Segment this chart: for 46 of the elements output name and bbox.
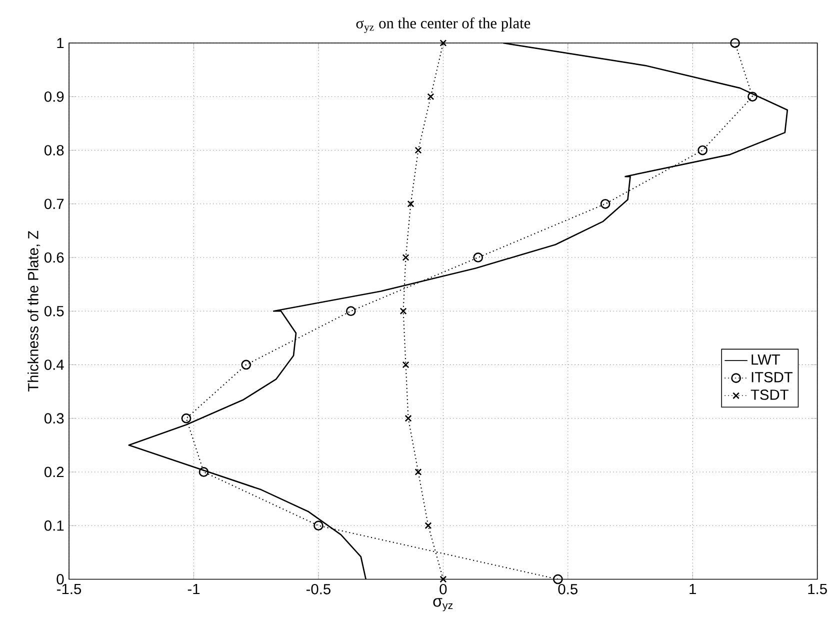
x-tick-label: -1 bbox=[188, 584, 200, 594]
y-tick-label: 0.9 bbox=[44, 91, 64, 102]
point bbox=[730, 38, 740, 48]
point bbox=[414, 468, 422, 476]
point bbox=[404, 414, 412, 422]
y-axis-title: Thickness of the Plate, Z bbox=[28, 230, 40, 392]
x-tick-label: 0 bbox=[440, 584, 447, 594]
y-tick-label: 0.8 bbox=[44, 144, 64, 156]
point bbox=[440, 576, 447, 583]
x-tick-label: 1 bbox=[690, 584, 696, 594]
x-tick-label: -0.5 bbox=[306, 584, 330, 594]
point bbox=[181, 413, 192, 424]
legend-label: TSDT bbox=[750, 389, 788, 400]
point bbox=[346, 306, 356, 316]
chart-title: σ$_{yz}$ on the center of the plate bbox=[356, 17, 530, 33]
point bbox=[427, 93, 434, 100]
y-tick-label: 0.5 bbox=[44, 306, 64, 316]
x-axis-title: σ$_{yz}$ bbox=[433, 598, 453, 612]
point bbox=[424, 522, 432, 529]
point bbox=[241, 360, 252, 370]
point bbox=[440, 39, 447, 46]
point bbox=[402, 254, 410, 261]
y-tick-label: 0.2 bbox=[44, 466, 64, 478]
y-tick-label: 0.1 bbox=[44, 520, 64, 531]
point bbox=[748, 92, 758, 102]
legend-label: LWT bbox=[752, 354, 780, 364]
point bbox=[198, 466, 209, 477]
x-tick-label: -1.5 bbox=[57, 584, 82, 594]
y-tick-label: 1 bbox=[57, 38, 64, 48]
point bbox=[552, 574, 563, 584]
point bbox=[407, 200, 414, 208]
legend-label: ITSDT bbox=[752, 372, 793, 382]
y-tick-label: 0 bbox=[56, 574, 64, 584]
point bbox=[400, 307, 407, 314]
y-tick-label: 0.4 bbox=[44, 359, 64, 370]
point bbox=[600, 198, 610, 209]
point bbox=[402, 361, 410, 368]
point bbox=[473, 252, 484, 262]
x-tick-label: 1.5 bbox=[808, 584, 827, 594]
y-tick-label: 0.6 bbox=[44, 252, 64, 263]
y-tick-label: 0.7 bbox=[44, 198, 64, 209]
point bbox=[414, 146, 422, 154]
y-tick-label: 0.3 bbox=[44, 413, 64, 424]
point bbox=[698, 145, 708, 156]
point bbox=[314, 520, 324, 530]
x-tick-label: 0.5 bbox=[558, 584, 578, 594]
